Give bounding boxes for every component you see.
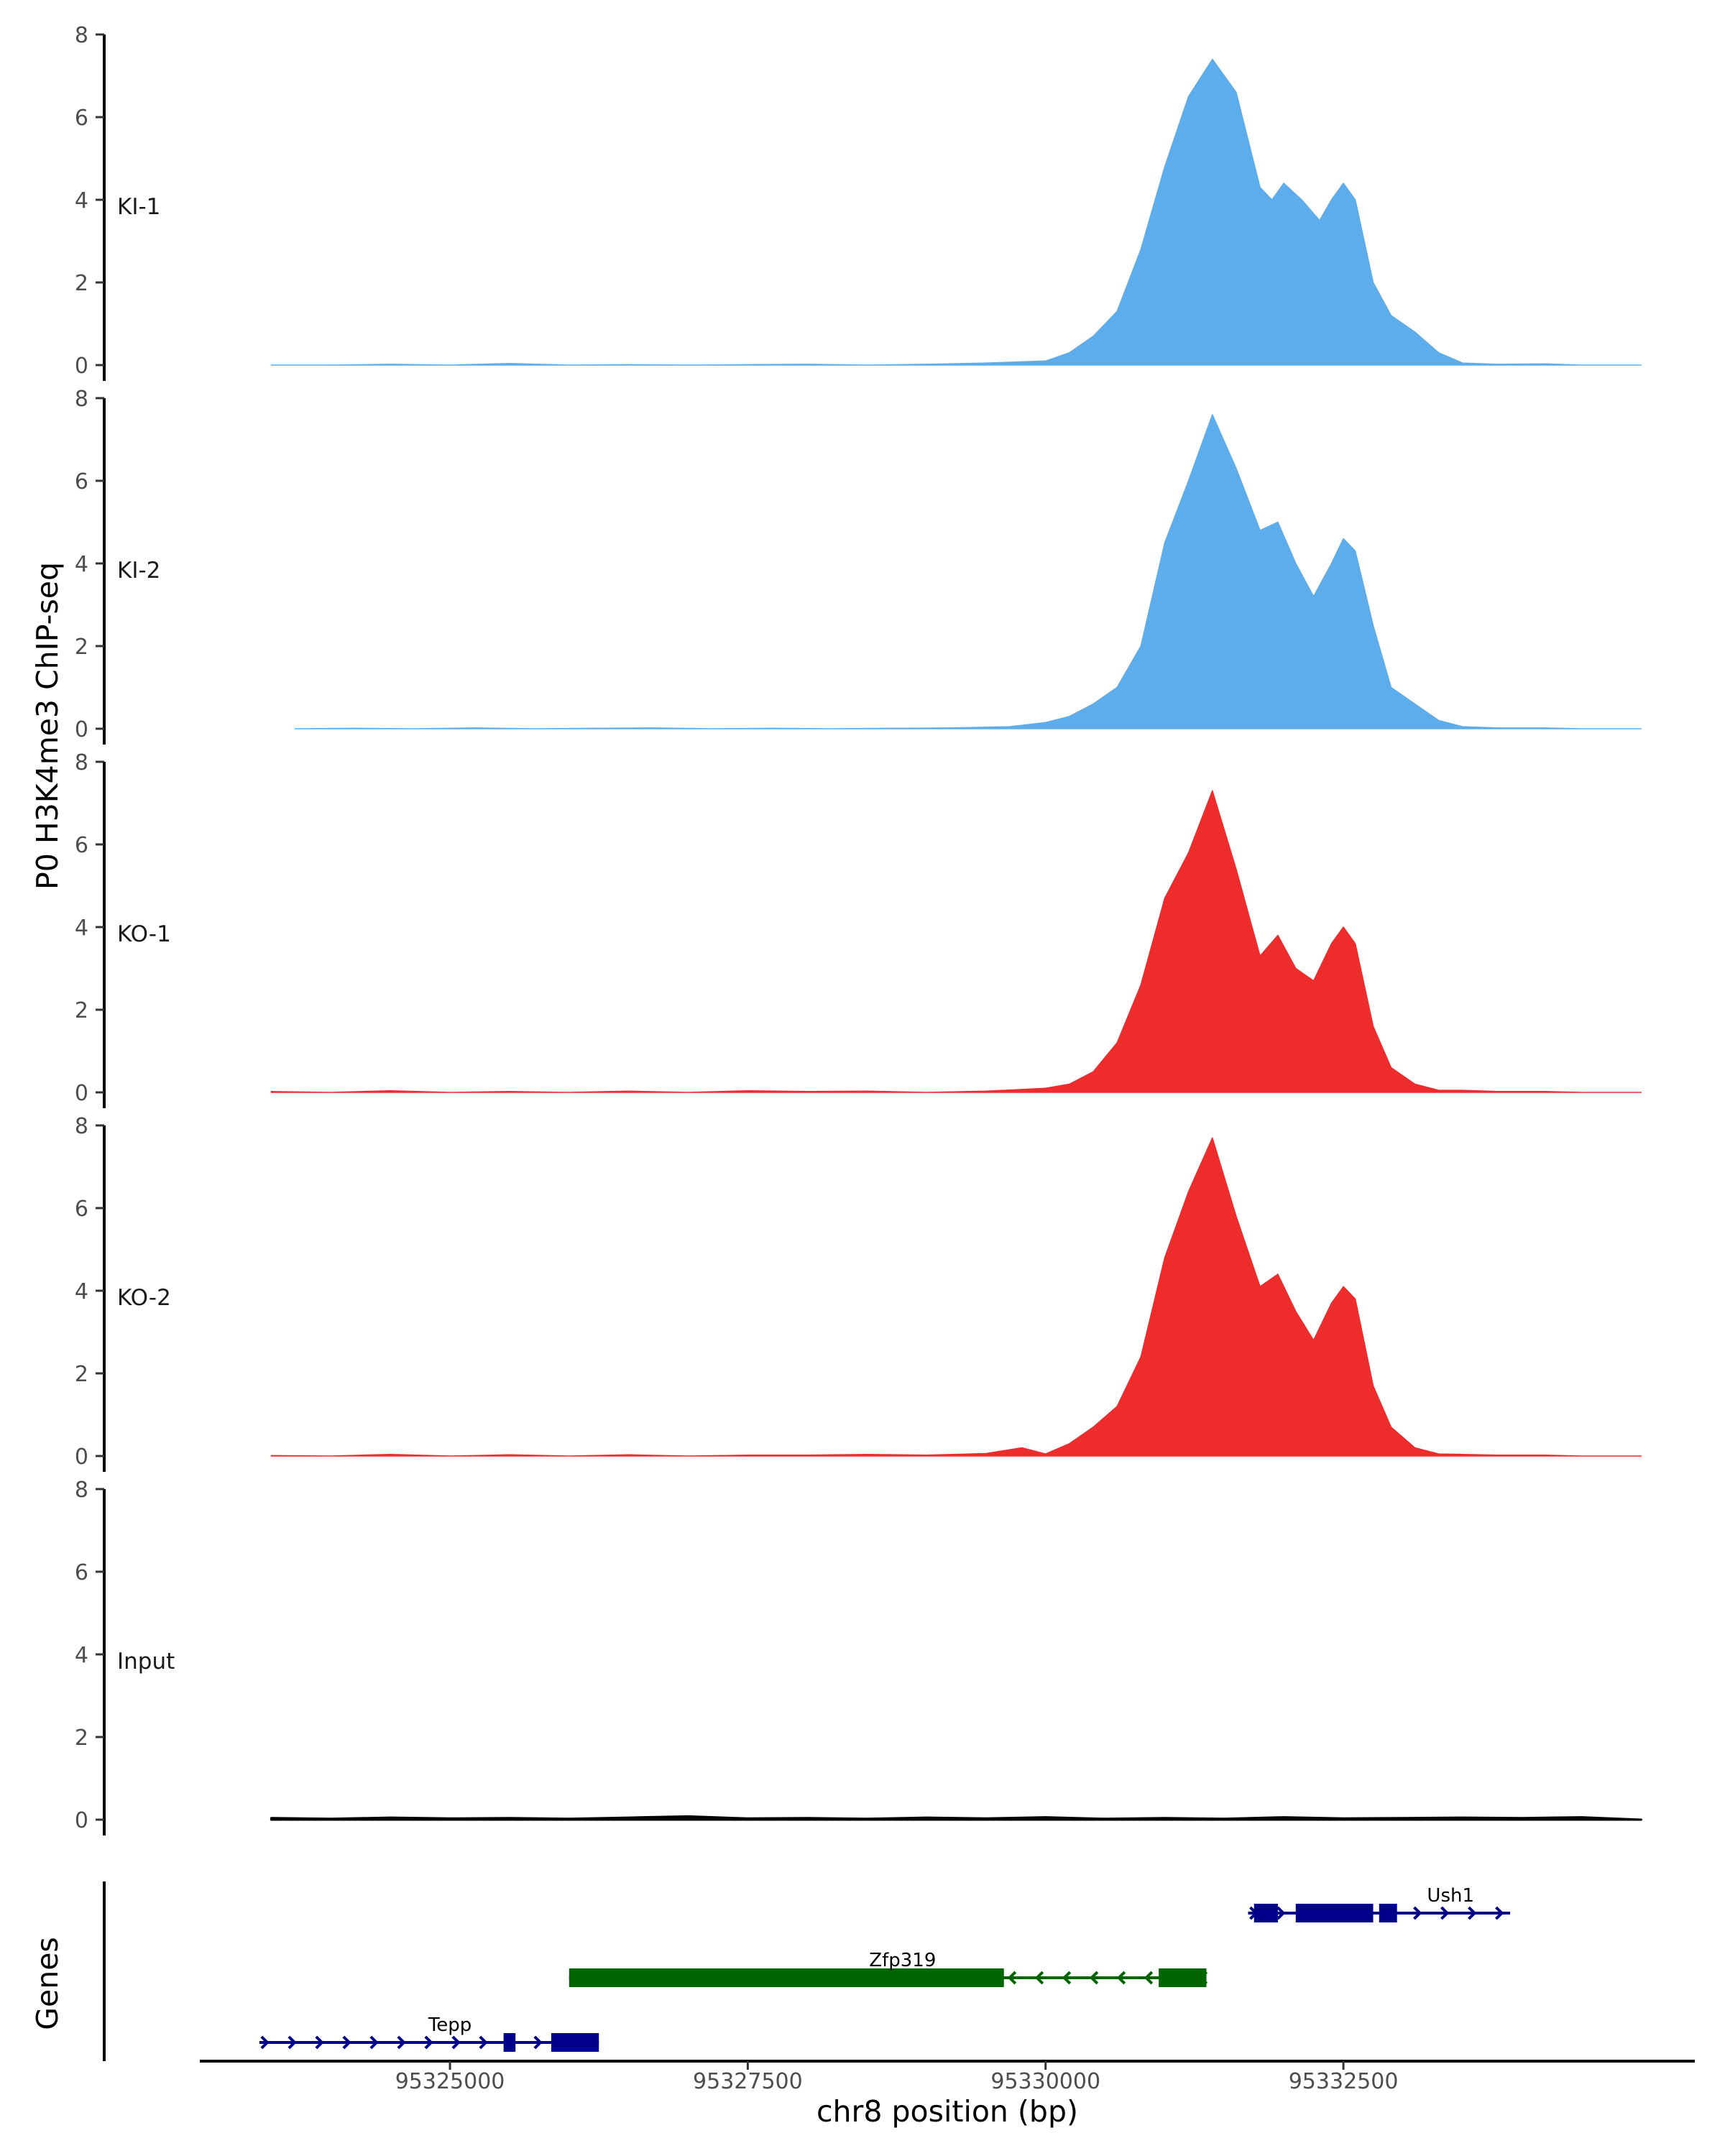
y-tick-label: 6: [75, 469, 88, 494]
strand-arrow: [1276, 1906, 1286, 1920]
y-tick-label: 8: [75, 1114, 88, 1139]
gene-name-label: Tepp: [428, 2014, 472, 2036]
strand-arrow: [397, 2035, 406, 2050]
strand-arrow: [1495, 1906, 1504, 1920]
y-axis-title: P0 H3K4me3 ChIP-seq: [30, 562, 65, 890]
gene-name-label: Ush1: [1427, 1885, 1474, 1907]
y-tick-label: 6: [75, 1560, 88, 1585]
track-label: KI-2: [117, 558, 160, 584]
gene-exon: [1159, 1968, 1207, 1987]
gene-model: Zfp319: [569, 1950, 1208, 1987]
strand-arrow: [1468, 1906, 1477, 1920]
x-tick-label: 95325000: [395, 2069, 505, 2094]
signal-tracks: 0 2 4 6 8 KI-1 0 2 4 6 8 KI-2 0 2 4 6 8 KO-1 0 2 4 6 8 KO-2 0 2 4 6…: [75, 23, 1642, 1835]
strand-arrow: [1007, 1971, 1017, 1985]
gene-model: Tepp: [259, 2014, 599, 2052]
x-axis: 95325000 95327500 95330000 95332500: [200, 2060, 1695, 2094]
y-tick-label: 8: [75, 1478, 88, 1503]
y-tick-label: 4: [75, 1643, 88, 1668]
strand-arrow: [1089, 1971, 1099, 1985]
track-label: KO-2: [117, 1285, 171, 1311]
track-panel: 0 2 4 6 8 KI-1: [75, 23, 1642, 381]
strand-arrow: [1034, 1971, 1044, 1985]
x-axis-title: chr8 position (bp): [816, 2094, 1078, 2129]
y-tick-label: 0: [75, 717, 88, 742]
y-tick-label: 2: [75, 635, 88, 660]
y-tick-label: 2: [75, 998, 88, 1023]
strand-arrow: [424, 2035, 433, 2050]
y-tick-label: 0: [75, 1808, 88, 1833]
track-label: KI-1: [117, 194, 160, 220]
y-tick-label: 2: [75, 271, 88, 296]
strand-arrow: [260, 2035, 270, 2050]
y-tick-label: 4: [75, 1279, 88, 1304]
signal-area: [270, 790, 1642, 1093]
track-panel: 0 2 4 6 8 Input: [75, 1478, 1642, 1835]
genes-track-title: Genes: [30, 1937, 65, 2030]
y-tick-label: 4: [75, 552, 88, 577]
gene-annotation-track: Ush1 Zfp319 Tepp: [103, 1881, 1511, 2061]
y-tick-label: 0: [75, 1445, 88, 1470]
x-tick-label: 95332500: [1289, 2069, 1399, 2094]
y-tick-label: 8: [75, 750, 88, 775]
gene-exon: [569, 1968, 1004, 1987]
signal-area: [270, 58, 1642, 366]
strand-arrow: [533, 2035, 543, 2050]
y-tick-label: 6: [75, 833, 88, 858]
strand-arrow: [1440, 1906, 1450, 1920]
strand-arrow: [369, 2035, 379, 2050]
y-tick-label: 4: [75, 916, 88, 941]
strand-arrow: [1062, 1971, 1072, 1985]
signal-area: [294, 414, 1642, 729]
signal-area: [270, 1815, 1642, 1821]
strand-arrow: [479, 2035, 488, 2050]
gene-model: Ush1: [1248, 1885, 1511, 1922]
y-tick-label: 8: [75, 387, 88, 412]
strand-arrow: [1144, 1971, 1154, 1985]
signal-area: [270, 1137, 1642, 1457]
strand-arrow: [342, 2035, 351, 2050]
gene-name-label: Zfp319: [869, 1950, 936, 1971]
gene-exon: [1254, 1904, 1278, 1922]
track-panel: 0 2 4 6 8 KI-2: [75, 387, 1642, 745]
strand-arrow: [1413, 1906, 1422, 1920]
y-tick-label: 2: [75, 1726, 88, 1751]
strand-arrow: [288, 2035, 297, 2050]
track-label: Input: [117, 1649, 175, 1674]
strand-arrow: [1116, 1971, 1126, 1985]
y-tick-label: 0: [75, 1081, 88, 1106]
track-panel: 0 2 4 6 8 KO-1: [75, 750, 1642, 1108]
y-tick-label: 6: [75, 1197, 88, 1222]
track-label: KO-1: [117, 921, 171, 947]
x-tick-label: 95327500: [693, 2069, 803, 2094]
strand-arrow: [315, 2035, 324, 2050]
x-tick-label: 95330000: [990, 2069, 1100, 2094]
y-tick-label: 8: [75, 23, 88, 48]
track-panel: 0 2 4 6 8 KO-2: [75, 1114, 1642, 1472]
y-tick-label: 4: [75, 188, 88, 213]
y-tick-label: 0: [75, 354, 88, 379]
strand-arrow: [451, 2035, 461, 2050]
gene-exon: [503, 2033, 516, 2052]
gene-exon: [551, 2033, 599, 2052]
y-tick-label: 6: [75, 106, 88, 131]
gene-exon: [1295, 1904, 1374, 1922]
y-tick-label: 2: [75, 1362, 88, 1387]
gene-exon: [1379, 1904, 1397, 1922]
